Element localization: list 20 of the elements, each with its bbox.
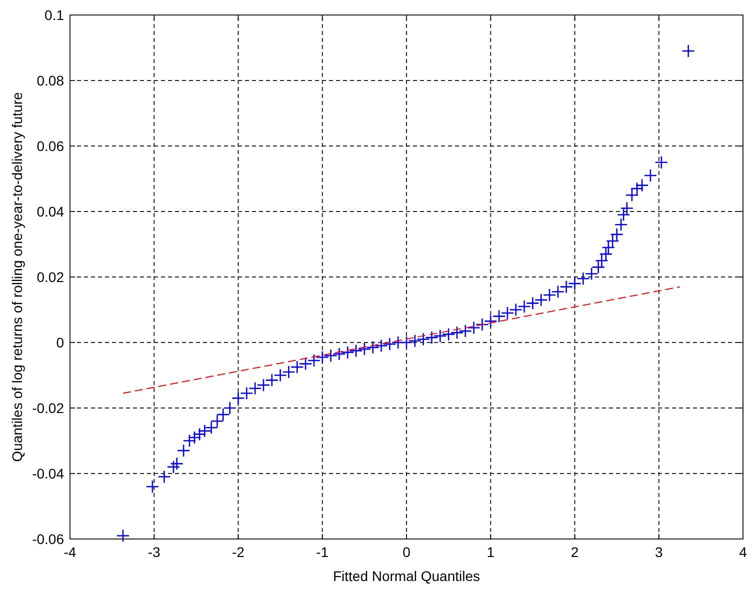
x-tick-label: 2 (570, 544, 579, 560)
y-tick-label: -0.02 (32, 400, 64, 416)
x-tick-label: 4 (739, 544, 747, 560)
y-tick-label: 0.08 (36, 72, 64, 88)
y-tick-label: -0.04 (32, 466, 64, 482)
x-tick-label: -3 (148, 544, 161, 560)
y-axis-title: Quantiles of log returns of rolling one-year-to-delivery future (9, 92, 25, 462)
y-tick-label: 0.1 (44, 7, 64, 23)
y-tick-label: -0.06 (32, 531, 64, 547)
y-tick-label: 0.04 (36, 204, 64, 220)
x-tick-label: -4 (64, 544, 76, 560)
x-tick-label: 1 (486, 544, 495, 560)
x-tick-label: -1 (316, 544, 329, 560)
y-tick-label: 0.06 (36, 138, 64, 154)
y-tick-label: 0 (56, 334, 64, 350)
x-tick-label: 0 (402, 544, 411, 560)
y-tick-label: 0.02 (36, 269, 64, 285)
x-axis-title: Fitted Normal Quantiles (332, 568, 480, 584)
x-tick-label: -2 (232, 544, 245, 560)
x-tick-label: 3 (654, 544, 663, 560)
